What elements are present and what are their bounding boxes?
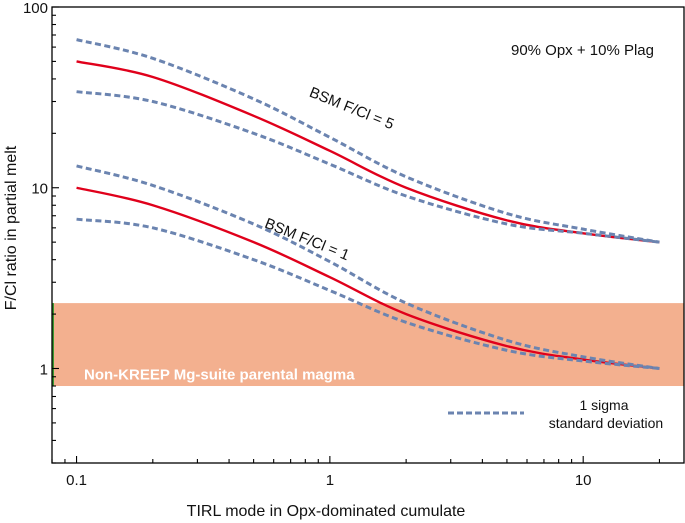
parental-magma-band	[52, 303, 684, 387]
series-line-bsm-f-cl-5-lower	[76, 90, 660, 244]
legend-label-line1: 1 sigma	[579, 397, 628, 413]
curve-label-bsm-1: BSM F/Cl = 1	[262, 215, 351, 264]
y-tick-label-10: 10	[31, 181, 48, 198]
legend-label-line2: standard deviation	[549, 415, 663, 431]
series-line-bsm-f-cl-5-upper	[76, 38, 660, 244]
x-tick-label-1: 1	[326, 472, 334, 489]
y-tick-label-100: 100	[23, 0, 48, 17]
x-axis-title: TIRL mode in Opx-dominated cumulate	[187, 503, 466, 520]
series-line-bsm-f-cl-5	[76, 60, 660, 244]
series-layer	[76, 38, 660, 370]
y-tick-label-1: 1	[40, 361, 48, 378]
composition-annotation: 90% Opx + 10% Plag	[511, 42, 654, 59]
tick-layer	[51, 6, 661, 464]
y-axis-title: F/Cl ratio in partial melt	[3, 145, 20, 310]
series-line-bsm-f-cl-1-lower	[76, 217, 660, 370]
x-tick-label-10: 10	[575, 472, 592, 489]
series-line-bsm-f-cl-1	[76, 186, 660, 370]
band-label: Non-KREEP Mg-suite parental magma	[84, 366, 355, 383]
x-tick-label-0.1: 0.1	[66, 472, 87, 489]
curve-label-bsm-5: BSM F/Cl = 5	[307, 84, 396, 133]
plot-frame	[51, 6, 685, 464]
series-line-bsm-f-cl-1-upper	[76, 164, 660, 370]
